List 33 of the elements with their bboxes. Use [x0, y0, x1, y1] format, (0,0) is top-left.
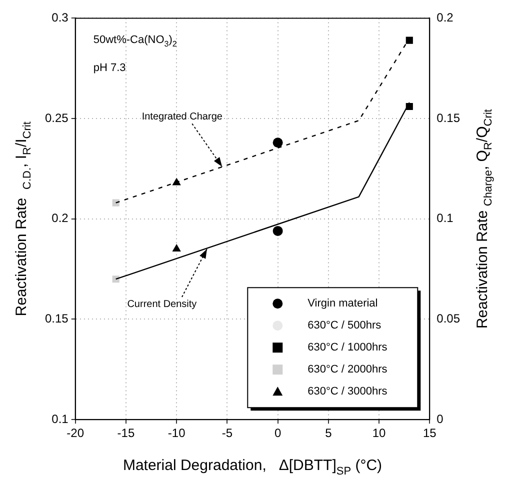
- x-tick-label: 10: [372, 426, 386, 440]
- y2-axis-title: Reactivation Rate Charge, QR/QCrit: [474, 109, 494, 329]
- y-tick-label: 0.2: [52, 211, 69, 226]
- annotation: Current Density: [127, 298, 197, 310]
- y-tick-label: 0.3: [52, 10, 69, 25]
- legend-label: 630°C / 2000hrs: [308, 364, 388, 376]
- y2-tick-label: 0.05: [436, 312, 460, 326]
- point: [272, 226, 283, 236]
- annotation: Integrated Charge: [142, 111, 223, 122]
- legend-label: 630°C / 3000hrs: [308, 386, 388, 398]
- x-tick-label: -5: [222, 426, 233, 440]
- x-tick-label: -20: [66, 426, 84, 440]
- annotation: pH 7.3: [93, 62, 126, 74]
- legend-label: Virgin material: [308, 298, 378, 310]
- point: [172, 244, 181, 252]
- y-tick-label: 0.25: [44, 110, 69, 125]
- y2-tick-label: 0.2: [436, 10, 454, 25]
- y-tick-label: 0.15: [44, 312, 69, 326]
- y2-tick-label: 0.1: [436, 211, 454, 226]
- point: [406, 36, 413, 44]
- y-tick-label: 0.1: [52, 412, 69, 426]
- y-axis-title: Reactivation Rate C.D., IR/ICrit: [13, 122, 34, 316]
- x-tick-label: 0: [274, 426, 282, 440]
- x-tick-label: -10: [168, 426, 186, 440]
- legend-label: 630°C / 500hrs: [308, 320, 382, 332]
- y2-tick-label: 0: [436, 412, 444, 426]
- x-tick-label: 15: [422, 426, 437, 440]
- point: [172, 178, 181, 186]
- x-tick-label: 5: [325, 426, 332, 440]
- legend-label: 630°C / 1000hrs: [308, 342, 388, 354]
- point: [272, 138, 283, 148]
- x-tick-label: -15: [117, 426, 135, 440]
- y2-tick-label: 0.15: [436, 110, 460, 125]
